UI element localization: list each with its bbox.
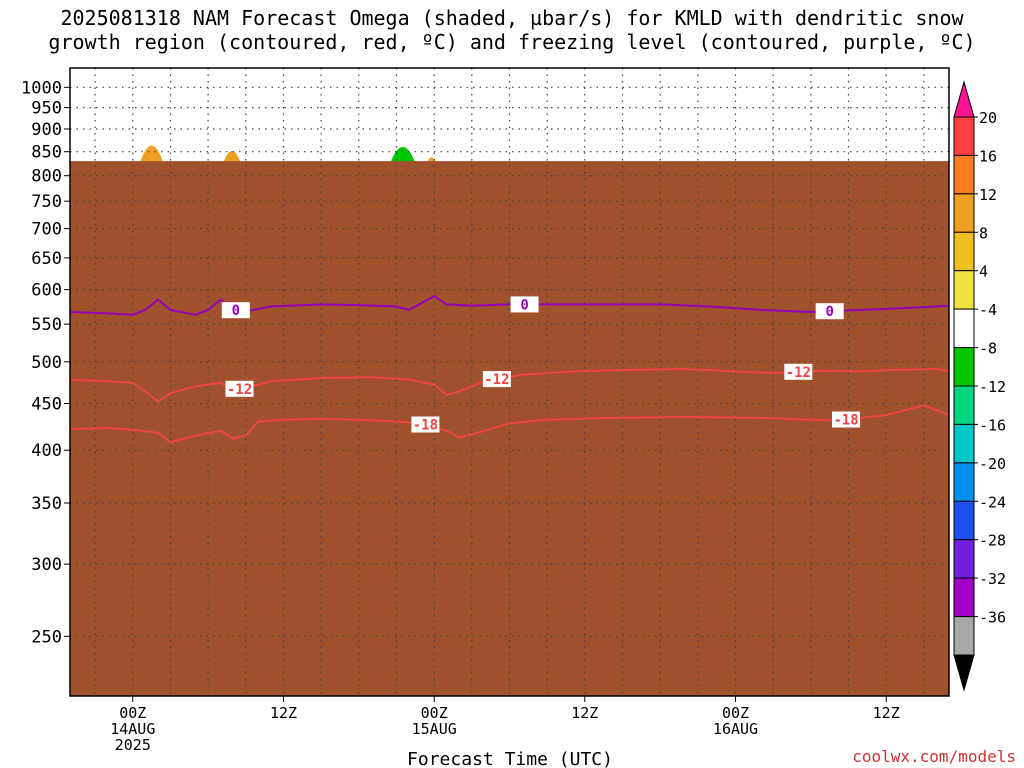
colorbar-segment bbox=[953, 193, 975, 233]
y-tick-label: 350 bbox=[31, 494, 62, 514]
x-tick-label: 15AUG bbox=[412, 720, 457, 738]
plot-frame bbox=[69, 67, 950, 697]
x-tick-label: 12Z bbox=[571, 704, 598, 722]
colorbar-segment bbox=[953, 616, 975, 656]
x-axis-label: Forecast Time (UTC) bbox=[407, 749, 613, 768]
colorbar-label: -20 bbox=[979, 455, 1006, 473]
y-tick-label: 550 bbox=[31, 315, 62, 335]
colorbar-label: 4 bbox=[979, 263, 988, 281]
contour-label-bg bbox=[815, 303, 844, 320]
y-tick-label: 400 bbox=[31, 441, 62, 461]
colorbar-segment bbox=[953, 231, 975, 272]
y-tick-label: 450 bbox=[31, 395, 62, 415]
y-tick-label: 650 bbox=[31, 249, 62, 269]
colorbar-bottom-triangle bbox=[953, 654, 975, 692]
contour-line bbox=[70, 368, 949, 403]
x-tick-label: 14AUG bbox=[110, 720, 155, 738]
colorbar-label: -12 bbox=[979, 378, 1006, 396]
colorbar-segment bbox=[953, 462, 975, 502]
x-tick-label: 2025 bbox=[115, 736, 151, 754]
colorbar-label: 20 bbox=[979, 109, 997, 127]
y-tick-label: 500 bbox=[31, 353, 62, 373]
y-tick-label: 850 bbox=[31, 143, 62, 163]
contour-label: 0 bbox=[232, 303, 240, 319]
colorbar-label: 12 bbox=[979, 186, 997, 204]
x-tick-label: 16AUG bbox=[713, 720, 758, 738]
contour-label-bg bbox=[225, 380, 254, 397]
contour-label-bg bbox=[510, 296, 539, 313]
y-tick-label: 250 bbox=[31, 627, 62, 647]
chart-title: 2025081318 NAM Forecast Omega (shaded, µ… bbox=[0, 6, 1024, 54]
contour-label-bg bbox=[784, 363, 813, 380]
chart-title-line2: growth region (contoured, red, ºC) and f… bbox=[48, 30, 976, 54]
y-tick-label: 600 bbox=[31, 281, 62, 301]
x-tick-label: 12Z bbox=[270, 704, 297, 722]
contour-label-bg bbox=[482, 371, 511, 388]
colorbar-top-triangle bbox=[953, 80, 975, 118]
x-tick-label: 00Z bbox=[119, 704, 146, 722]
contour-label: 0 bbox=[825, 304, 833, 320]
colorbar-label: -32 bbox=[979, 570, 1006, 588]
colorbar-label: 16 bbox=[979, 147, 997, 165]
colorbar-segment bbox=[953, 116, 975, 156]
colorbar-segment bbox=[953, 385, 975, 425]
contour-line bbox=[70, 295, 949, 316]
contour-label: 0 bbox=[520, 297, 528, 313]
y-tick-label: 750 bbox=[31, 192, 62, 212]
y-tick-label: 1000 bbox=[21, 78, 62, 98]
contour-label: -12 bbox=[786, 365, 811, 381]
colorbar-label: -36 bbox=[979, 609, 1006, 627]
colorbar-label: 8 bbox=[979, 224, 988, 242]
contour-label: -18 bbox=[413, 418, 438, 434]
colorbar-label: -28 bbox=[979, 532, 1006, 550]
colorbar-segment bbox=[953, 423, 975, 464]
y-tick-label: 700 bbox=[31, 220, 62, 240]
colorbar-segment bbox=[953, 154, 975, 195]
colorbar-segment bbox=[953, 500, 975, 541]
colorbar-label: -24 bbox=[979, 493, 1006, 511]
chart-title-line1: 2025081318 NAM Forecast Omega (shaded, µ… bbox=[60, 6, 964, 30]
contour-label-bg bbox=[221, 302, 250, 319]
y-tick-label: 300 bbox=[31, 555, 62, 575]
site-credit: coolwx.com/models bbox=[852, 747, 1016, 766]
ground-layer bbox=[70, 161, 949, 696]
colorbar-label: -4 bbox=[979, 301, 997, 319]
contour-label: -12 bbox=[227, 382, 252, 398]
colorbar-segment bbox=[953, 539, 975, 579]
x-tick-label: 12Z bbox=[873, 704, 900, 722]
colorbar-label: -8 bbox=[979, 340, 997, 358]
colorbar-label: -16 bbox=[979, 416, 1006, 434]
y-tick-label: 900 bbox=[31, 120, 62, 140]
contour-label-bg bbox=[411, 416, 440, 433]
contour-label: -18 bbox=[833, 413, 858, 429]
colorbar-segment bbox=[953, 577, 975, 617]
colorbar-segment bbox=[953, 308, 975, 349]
y-tick-label: 950 bbox=[31, 99, 62, 119]
contour-label-bg bbox=[832, 411, 860, 428]
x-tick-label: 00Z bbox=[421, 704, 448, 722]
x-tick-label: 00Z bbox=[722, 704, 749, 722]
contour-line bbox=[70, 404, 949, 444]
colorbar-segment bbox=[953, 347, 975, 387]
omega-cell bbox=[1002, 181, 1024, 276]
y-tick-label: 800 bbox=[31, 167, 62, 187]
contour-label: -12 bbox=[484, 372, 509, 388]
colorbar-segment bbox=[953, 270, 975, 310]
